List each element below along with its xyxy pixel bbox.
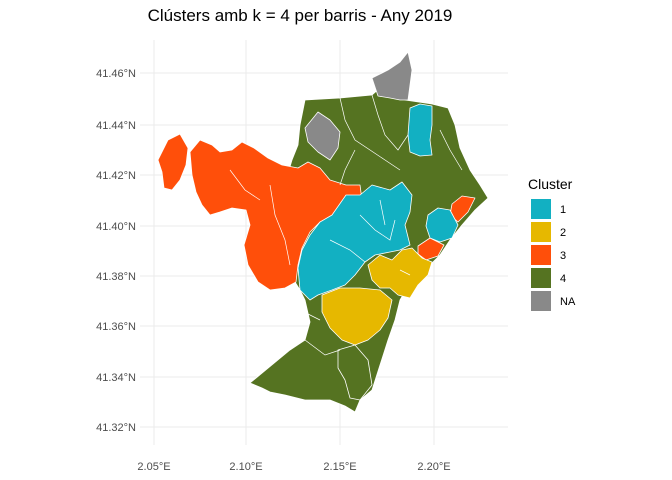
- neighborhood-borders: [229, 94, 463, 356]
- legend-label-na: NA: [560, 296, 576, 308]
- map-region: [157, 133, 189, 191]
- legend-swatch-3: [531, 245, 551, 265]
- map-region: [371, 51, 413, 101]
- cluster-1-regions: [297, 103, 459, 301]
- y-tick-label: 41.40°N: [96, 221, 136, 233]
- cluster-na-regions: [304, 51, 413, 161]
- y-tick-label: 41.36°N: [96, 321, 136, 333]
- map-region: [367, 247, 433, 299]
- x-tick-label: 2.10°E: [229, 461, 262, 473]
- legend-swatch-na: [531, 291, 551, 311]
- y-tick-label: 41.44°N: [96, 120, 136, 132]
- legend-label-3: 3: [560, 250, 566, 262]
- legend-label-4: 4: [560, 273, 566, 285]
- cluster-2-regions: [321, 247, 433, 346]
- legend-swatch-1: [531, 199, 551, 219]
- cluster-3-regions: [157, 133, 476, 291]
- map-region: [337, 344, 373, 401]
- x-tick-label: 2.05°E: [137, 461, 170, 473]
- legend-title: Cluster: [528, 176, 573, 192]
- map-region: [407, 103, 433, 157]
- legend-label-2: 2: [560, 227, 566, 239]
- y-tick-label: 41.32°N: [96, 422, 136, 434]
- map-region: [304, 111, 341, 161]
- x-axis-labels: 2.05°E 2.10°E 2.15°E 2.20°E: [137, 461, 450, 473]
- y-axis-labels: 41.46°N 41.44°N 41.42°N 41.40°N 41.38°N …: [96, 68, 136, 434]
- legend-swatch-2: [531, 222, 551, 242]
- y-tick-label: 41.34°N: [96, 372, 136, 384]
- legend: Cluster 1 2 3 4 NA: [528, 176, 576, 311]
- legend-swatch-4: [531, 268, 551, 288]
- y-tick-label: 41.38°N: [96, 271, 136, 283]
- y-tick-label: 41.46°N: [96, 68, 136, 80]
- y-tick-label: 41.42°N: [96, 170, 136, 182]
- x-tick-label: 2.15°E: [323, 461, 356, 473]
- legend-label-1: 1: [560, 204, 566, 216]
- chart-title: Clústers amb k = 4 per barris - Any 2019: [147, 6, 453, 25]
- map-region: [425, 207, 459, 243]
- map-region: [321, 287, 393, 346]
- x-tick-label: 2.20°E: [417, 461, 450, 473]
